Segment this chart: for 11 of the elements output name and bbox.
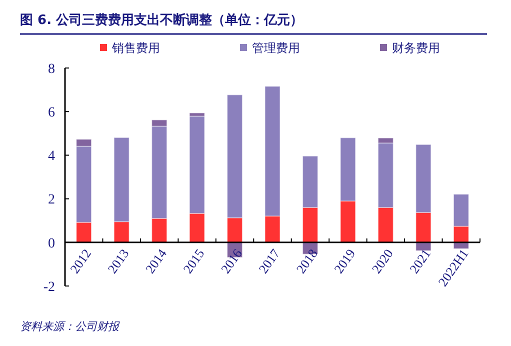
y-tick-label: -2 [43,280,55,295]
y-tick-label: 0 [48,236,55,252]
legend-label: 销售费用 [111,41,160,55]
y-tick-label: 2 [48,192,55,208]
y-tick-label: 4 [48,149,55,164]
text: 资料来源：公司财报 [20,320,120,333]
chart-title: 图 6. 公司三费费用支出不断调整（单位：亿元） [20,12,304,28]
y-tick-label: 6 [48,106,55,120]
legend-label: 管理费用 [252,41,300,55]
legend-label: 财务费用 [392,41,440,55]
y-tick-label: 8 [48,62,55,77]
